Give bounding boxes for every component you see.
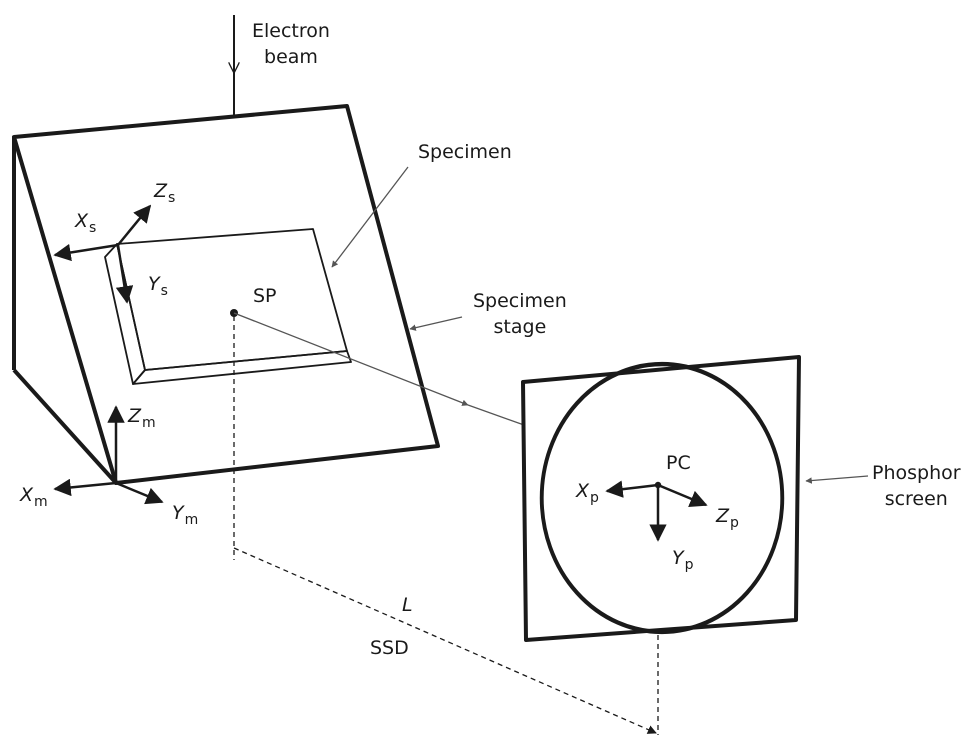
distance-l-label: L: [402, 594, 413, 616]
zs-axis-letter: Z: [154, 180, 168, 202]
specimen-leader: [331, 166, 409, 268]
phosphor-screen-label: Phosphor screen: [872, 460, 961, 512]
zm-axis-label: Zm: [128, 403, 156, 436]
xp-axis-subscript: p: [590, 490, 599, 506]
xm-axis-subscript: m: [34, 494, 48, 510]
phosphor-screen-label-line1: Phosphor: [872, 462, 961, 484]
zp-axis-arrow: [657, 483, 708, 508]
electron-beam-label: Electron beam: [252, 18, 330, 70]
xm-axis-letter: X: [20, 484, 34, 506]
xm-axis-arrow: [53, 478, 117, 497]
ym-axis-arrow: [115, 481, 164, 505]
microscope-axes: [53, 405, 164, 505]
xs-axis-subscript: s: [89, 220, 97, 236]
specimen-stage-label-line2: stage: [493, 316, 547, 338]
yp-axis-letter: Y: [672, 547, 684, 569]
xp-axis-letter: X: [576, 480, 590, 502]
ssd-label: SSD: [370, 637, 409, 659]
ys-axis-label: Ys: [148, 271, 168, 304]
pc-label: PC: [666, 452, 691, 474]
specimen-axes: [53, 204, 152, 304]
zm-axis-subscript: m: [142, 415, 156, 431]
ys-axis-arrow: [115, 244, 134, 304]
distance-line: [233, 547, 657, 734]
xp-axis-label: Xp: [576, 478, 599, 511]
phosphor-screen-label-line2: screen: [884, 488, 948, 510]
specimen-label: Specimen: [418, 141, 512, 163]
zs-axis-label: Zs: [154, 178, 175, 211]
xm-axis-label: Xm: [20, 482, 48, 515]
ys-axis-subscript: s: [160, 283, 168, 299]
ym-axis-letter: Y: [172, 502, 184, 524]
ym-axis-subscript: m: [184, 512, 199, 528]
phosphor-screen: [521, 355, 801, 642]
ym-axis-label: Ym: [172, 500, 198, 533]
electron-beam-label-line1: Electron: [252, 20, 330, 42]
zp-axis-letter: Z: [716, 505, 730, 527]
zp-axis-label: Zp: [716, 503, 739, 536]
sp-label: SP: [253, 285, 277, 307]
specimen-stage-label: Specimen stage: [473, 288, 567, 340]
yp-axis-label: Yp: [672, 545, 694, 578]
specimen-stage-label-line1: Specimen: [473, 290, 567, 312]
stage-leader: [409, 316, 463, 331]
xs-axis-letter: X: [75, 210, 89, 232]
screen-leader: [805, 475, 869, 484]
phosphor-axes: [605, 480, 708, 542]
yp-axis-subscript: p: [684, 557, 694, 573]
zs-axis-arrow: [117, 204, 152, 246]
electron-beam-label-line2: beam: [264, 46, 318, 68]
ys-axis-letter: Y: [148, 273, 160, 295]
leader-lines: [331, 166, 869, 484]
zs-axis-subscript: s: [168, 190, 176, 206]
zm-axis-letter: Z: [128, 405, 142, 427]
zp-axis-subscript: p: [730, 515, 739, 531]
pattern-center-dot: [654, 481, 662, 489]
xs-axis-arrow: [53, 243, 119, 262]
xp-axis-arrow: [605, 480, 659, 498]
xs-axis-label: Xs: [75, 208, 96, 241]
